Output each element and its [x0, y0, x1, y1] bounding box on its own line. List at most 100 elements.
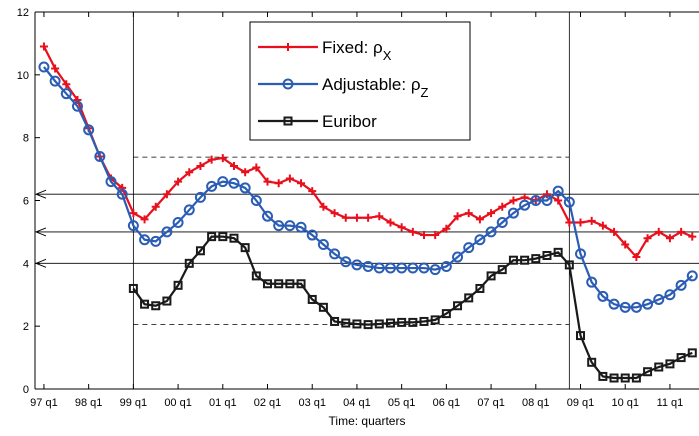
y-tick-label: 0 [23, 384, 29, 396]
marker [408, 227, 417, 236]
marker [630, 301, 642, 313]
marker [172, 216, 184, 228]
marker [587, 216, 596, 225]
marker [519, 199, 531, 211]
marker [49, 75, 61, 87]
marker [541, 195, 553, 206]
marker [306, 229, 318, 241]
marker [553, 247, 563, 257]
marker [174, 177, 183, 186]
marker [642, 298, 654, 310]
marker [218, 232, 228, 242]
series [128, 232, 697, 383]
x-tick-label: 97 q1 [30, 397, 58, 409]
marker [554, 196, 563, 205]
marker [173, 280, 183, 290]
marker [341, 213, 350, 222]
y-tick-label: 8 [23, 133, 29, 145]
marker [285, 279, 295, 289]
marker [429, 264, 441, 276]
marker [307, 294, 317, 304]
marker [576, 331, 586, 341]
marker [241, 168, 250, 177]
marker [250, 195, 262, 206]
marker [440, 260, 452, 272]
marker [282, 78, 294, 90]
marker [475, 215, 484, 224]
marker [664, 289, 676, 301]
legend: Fixed: ρX Adjustable: ρZ Euribor [249, 21, 471, 141]
marker [217, 176, 229, 188]
marker [530, 195, 542, 206]
marker [497, 265, 507, 275]
marker [352, 319, 362, 329]
legend-label: Fixed: ρX [322, 38, 392, 63]
marker [128, 283, 138, 293]
legend-label: Euribor [322, 112, 377, 131]
marker [319, 202, 328, 211]
marker [150, 235, 162, 247]
marker [665, 234, 674, 243]
marker [565, 218, 574, 227]
marker [397, 317, 407, 327]
marker [586, 276, 598, 288]
marker [496, 216, 508, 228]
marker [542, 250, 552, 260]
marker [295, 221, 307, 233]
marker [330, 316, 340, 326]
x-tick-label: 04 q1 [343, 397, 371, 409]
marker [285, 174, 294, 183]
marker [60, 88, 72, 100]
marker [677, 227, 686, 236]
marker [654, 362, 664, 372]
legend-label: Adjustable: ρZ [322, 75, 429, 100]
marker [598, 221, 607, 230]
marker [251, 271, 261, 281]
marker [184, 258, 194, 268]
marker [94, 151, 106, 163]
marker [140, 215, 149, 224]
marker [453, 301, 463, 311]
marker [51, 64, 60, 73]
marker [351, 259, 363, 271]
marker [486, 271, 496, 281]
marker [207, 155, 216, 164]
marker [274, 179, 283, 188]
marker [621, 240, 630, 249]
marker [140, 299, 150, 309]
marker [228, 177, 240, 189]
marker [162, 190, 171, 199]
x-tick-label: 03 q1 [298, 397, 326, 409]
marker [487, 209, 496, 218]
marker [162, 296, 172, 306]
legend-name: Adjustable: ρ [322, 75, 421, 94]
marker [151, 301, 161, 311]
marker [240, 243, 250, 253]
marker [239, 182, 251, 194]
marker [330, 209, 339, 218]
marker [329, 248, 341, 260]
series [38, 61, 698, 313]
x-tick-label: 99 q1 [120, 397, 148, 409]
x-tick-label: 08 q1 [522, 397, 550, 409]
x-tick-label: 00 q1 [164, 397, 192, 409]
marker [631, 373, 641, 383]
arrow [34, 258, 699, 268]
marker [341, 318, 351, 328]
x-tick-label: 06 q1 [433, 397, 461, 409]
marker [643, 367, 653, 377]
marker [297, 179, 306, 188]
marker [498, 202, 507, 211]
legend-name: Fixed: ρ [322, 38, 383, 57]
marker [420, 231, 429, 240]
marker [206, 180, 218, 192]
marker [418, 262, 430, 274]
marker [364, 213, 373, 222]
marker [575, 248, 587, 260]
x-tick-label: 10 q1 [611, 397, 639, 409]
marker [597, 290, 609, 302]
series-line [132, 235, 693, 380]
marker [284, 220, 296, 232]
marker [194, 191, 206, 203]
marker [620, 373, 630, 383]
